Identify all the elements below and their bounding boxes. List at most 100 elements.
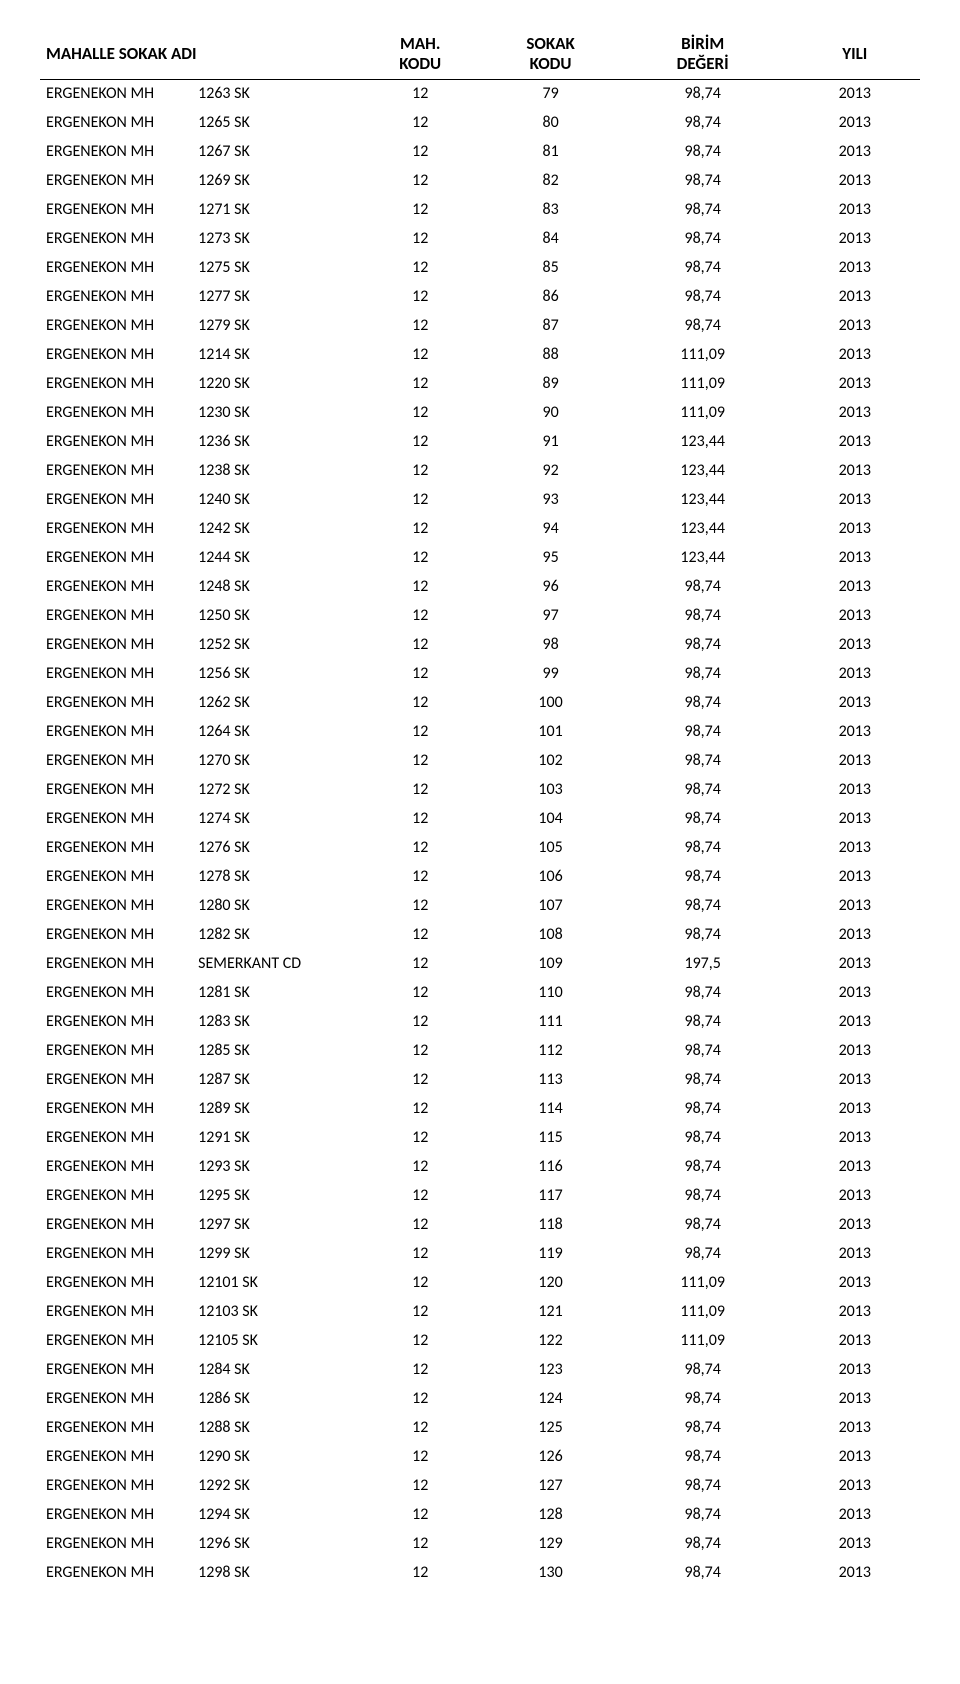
cell-sokak: 1252 SK xyxy=(192,631,355,660)
cell-mahalle: ERGENEKON MH xyxy=(40,602,192,631)
cell-sokak: 1279 SK xyxy=(192,312,355,341)
cell-mahalle: ERGENEKON MH xyxy=(40,1356,192,1385)
cell-sokak-kodu: 98 xyxy=(485,631,615,660)
cell-birim-degeri: 111,09 xyxy=(616,1298,790,1327)
cell-birim-degeri: 98,74 xyxy=(616,747,790,776)
header-birim-degeri-l2: DEĞERİ xyxy=(677,53,729,74)
cell-yili: 2013 xyxy=(790,718,920,747)
cell-mah-kodu: 12 xyxy=(355,1559,485,1588)
cell-mahalle: ERGENEKON MH xyxy=(40,254,192,283)
cell-mahalle: ERGENEKON MH xyxy=(40,1298,192,1327)
cell-yili: 2013 xyxy=(790,1124,920,1153)
cell-mahalle: ERGENEKON MH xyxy=(40,1530,192,1559)
cell-sokak: 1286 SK xyxy=(192,1385,355,1414)
cell-mah-kodu: 12 xyxy=(355,1095,485,1124)
table-row: ERGENEKON MH1270 SK1210298,742013 xyxy=(40,747,920,776)
cell-sokak: 1262 SK xyxy=(192,689,355,718)
table-row: ERGENEKON MH1242 SK1294123,442013 xyxy=(40,515,920,544)
cell-mah-kodu: 12 xyxy=(355,1501,485,1530)
cell-mahalle: ERGENEKON MH xyxy=(40,167,192,196)
header-birim-degeri-l1: BİRİM xyxy=(681,33,724,54)
cell-sokak: 1293 SK xyxy=(192,1153,355,1182)
cell-sokak-kodu: 129 xyxy=(485,1530,615,1559)
table-row: ERGENEKON MH1278 SK1210698,742013 xyxy=(40,863,920,892)
cell-mahalle: ERGENEKON MH xyxy=(40,1211,192,1240)
cell-sokak-kodu: 91 xyxy=(485,428,615,457)
cell-sokak: 1282 SK xyxy=(192,921,355,950)
table-row: ERGENEKON MH1269 SK128298,742013 xyxy=(40,167,920,196)
table-row: ERGENEKON MH1280 SK1210798,742013 xyxy=(40,892,920,921)
cell-sokak-kodu: 121 xyxy=(485,1298,615,1327)
table-row: ERGENEKON MH1248 SK129698,742013 xyxy=(40,573,920,602)
cell-mahalle: ERGENEKON MH xyxy=(40,457,192,486)
cell-sokak-kodu: 106 xyxy=(485,863,615,892)
cell-sokak: 1285 SK xyxy=(192,1037,355,1066)
table-row: ERGENEKON MH1264 SK1210198,742013 xyxy=(40,718,920,747)
cell-birim-degeri: 98,74 xyxy=(616,660,790,689)
cell-mah-kodu: 12 xyxy=(355,515,485,544)
cell-mah-kodu: 12 xyxy=(355,718,485,747)
table-row: ERGENEKON MH1298 SK1213098,742013 xyxy=(40,1559,920,1588)
cell-mahalle: ERGENEKON MH xyxy=(40,631,192,660)
cell-mah-kodu: 12 xyxy=(355,602,485,631)
cell-sokak-kodu: 109 xyxy=(485,950,615,979)
table-row: ERGENEKON MH1274 SK1210498,742013 xyxy=(40,805,920,834)
cell-birim-degeri: 98,74 xyxy=(616,196,790,225)
table-row: ERGENEKON MH1256 SK129998,742013 xyxy=(40,660,920,689)
cell-mah-kodu: 12 xyxy=(355,486,485,515)
cell-sokak-kodu: 110 xyxy=(485,979,615,1008)
cell-mahalle: ERGENEKON MH xyxy=(40,1472,192,1501)
table-row: ERGENEKON MH12105 SK12122111,092013 xyxy=(40,1327,920,1356)
cell-yili: 2013 xyxy=(790,312,920,341)
cell-sokak-kodu: 84 xyxy=(485,225,615,254)
cell-mah-kodu: 12 xyxy=(355,1472,485,1501)
cell-mah-kodu: 12 xyxy=(355,341,485,370)
cell-sokak-kodu: 79 xyxy=(485,79,615,109)
cell-yili: 2013 xyxy=(790,167,920,196)
cell-yili: 2013 xyxy=(790,428,920,457)
table-row: ERGENEKON MH12103 SK12121111,092013 xyxy=(40,1298,920,1327)
cell-mah-kodu: 12 xyxy=(355,1443,485,1472)
table-row: ERGENEKON MH1289 SK1211498,742013 xyxy=(40,1095,920,1124)
cell-sokak: 1220 SK xyxy=(192,370,355,399)
cell-sokak: 1250 SK xyxy=(192,602,355,631)
cell-sokak: 1294 SK xyxy=(192,1501,355,1530)
cell-sokak-kodu: 87 xyxy=(485,312,615,341)
cell-mah-kodu: 12 xyxy=(355,283,485,312)
cell-sokak: 1284 SK xyxy=(192,1356,355,1385)
cell-mahalle: ERGENEKON MH xyxy=(40,1182,192,1211)
cell-yili: 2013 xyxy=(790,1472,920,1501)
cell-sokak-kodu: 119 xyxy=(485,1240,615,1269)
cell-birim-degeri: 98,74 xyxy=(616,1385,790,1414)
cell-mah-kodu: 12 xyxy=(355,225,485,254)
cell-mahalle: ERGENEKON MH xyxy=(40,196,192,225)
cell-sokak-kodu: 83 xyxy=(485,196,615,225)
cell-yili: 2013 xyxy=(790,486,920,515)
cell-sokak-kodu: 100 xyxy=(485,689,615,718)
cell-mahalle: ERGENEKON MH xyxy=(40,1559,192,1588)
cell-yili: 2013 xyxy=(790,544,920,573)
cell-yili: 2013 xyxy=(790,805,920,834)
cell-yili: 2013 xyxy=(790,892,920,921)
cell-sokak: 1274 SK xyxy=(192,805,355,834)
cell-yili: 2013 xyxy=(790,341,920,370)
cell-mahalle: ERGENEKON MH xyxy=(40,689,192,718)
header-mahalle-sokak-adi: MAHALLE SOKAK ADI xyxy=(40,30,355,79)
cell-mah-kodu: 12 xyxy=(355,660,485,689)
cell-sokak: 1214 SK xyxy=(192,341,355,370)
cell-sokak-kodu: 107 xyxy=(485,892,615,921)
table-row: ERGENEKON MH1240 SK1293123,442013 xyxy=(40,486,920,515)
cell-sokak: 1277 SK xyxy=(192,283,355,312)
cell-birim-degeri: 98,74 xyxy=(616,1501,790,1530)
cell-sokak: SEMERKANT CD xyxy=(192,950,355,979)
cell-birim-degeri: 98,74 xyxy=(616,254,790,283)
cell-sokak-kodu: 117 xyxy=(485,1182,615,1211)
cell-sokak: 1281 SK xyxy=(192,979,355,1008)
cell-mah-kodu: 12 xyxy=(355,1240,485,1269)
cell-mahalle: ERGENEKON MH xyxy=(40,515,192,544)
cell-mah-kodu: 12 xyxy=(355,1530,485,1559)
cell-sokak-kodu: 81 xyxy=(485,138,615,167)
cell-mahalle: ERGENEKON MH xyxy=(40,1269,192,1298)
table-row: ERGENEKON MH1238 SK1292123,442013 xyxy=(40,457,920,486)
cell-sokak-kodu: 97 xyxy=(485,602,615,631)
